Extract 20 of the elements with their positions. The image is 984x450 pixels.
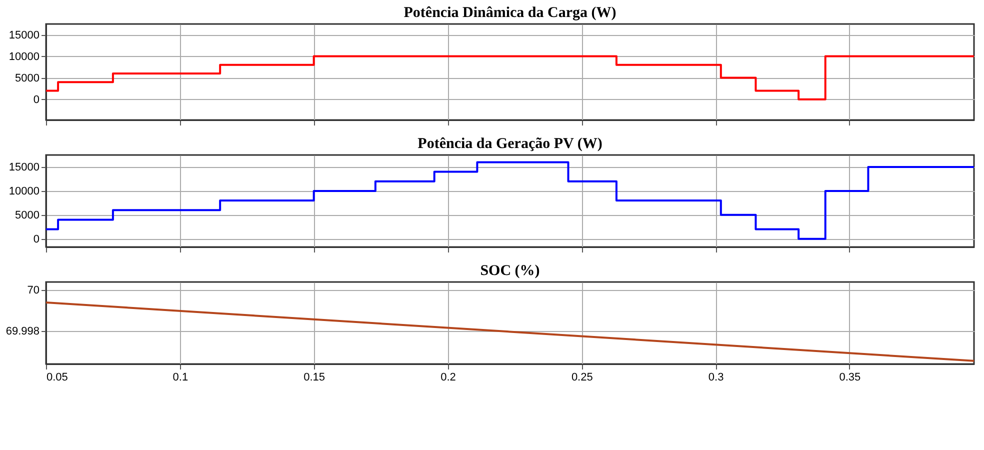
x-tick-label: 0.15 <box>304 372 326 384</box>
y-tick-label: 10000 <box>8 50 40 63</box>
y-tick-label: 5000 <box>15 72 40 84</box>
y-tick-label: 0 <box>33 94 40 106</box>
chart-title: SOC (%) <box>480 263 540 279</box>
x-tick-label: 0.25 <box>571 372 593 384</box>
y-tick-label: 70 <box>27 284 40 297</box>
x-tick-label: 0.3 <box>708 372 724 384</box>
x-tick-label: 0.1 <box>172 372 188 384</box>
y-tick-label: 5000 <box>15 209 40 222</box>
x-tick-label: 0.35 <box>839 372 861 384</box>
y-tick-label: 10000 <box>8 185 40 198</box>
y-tick-label: 0 <box>33 233 40 246</box>
y-tick-label: 69.998 <box>6 326 40 338</box>
y-tick-label: 15000 <box>8 161 40 174</box>
chart-title: Potência Dinâmica da Carga (W) <box>404 5 616 21</box>
chart-title: Potência da Geração PV (W) <box>418 136 602 152</box>
x-tick-label: 0.05 <box>46 372 68 384</box>
x-tick-label: 0.2 <box>440 372 456 384</box>
y-tick-label: 15000 <box>8 29 40 42</box>
